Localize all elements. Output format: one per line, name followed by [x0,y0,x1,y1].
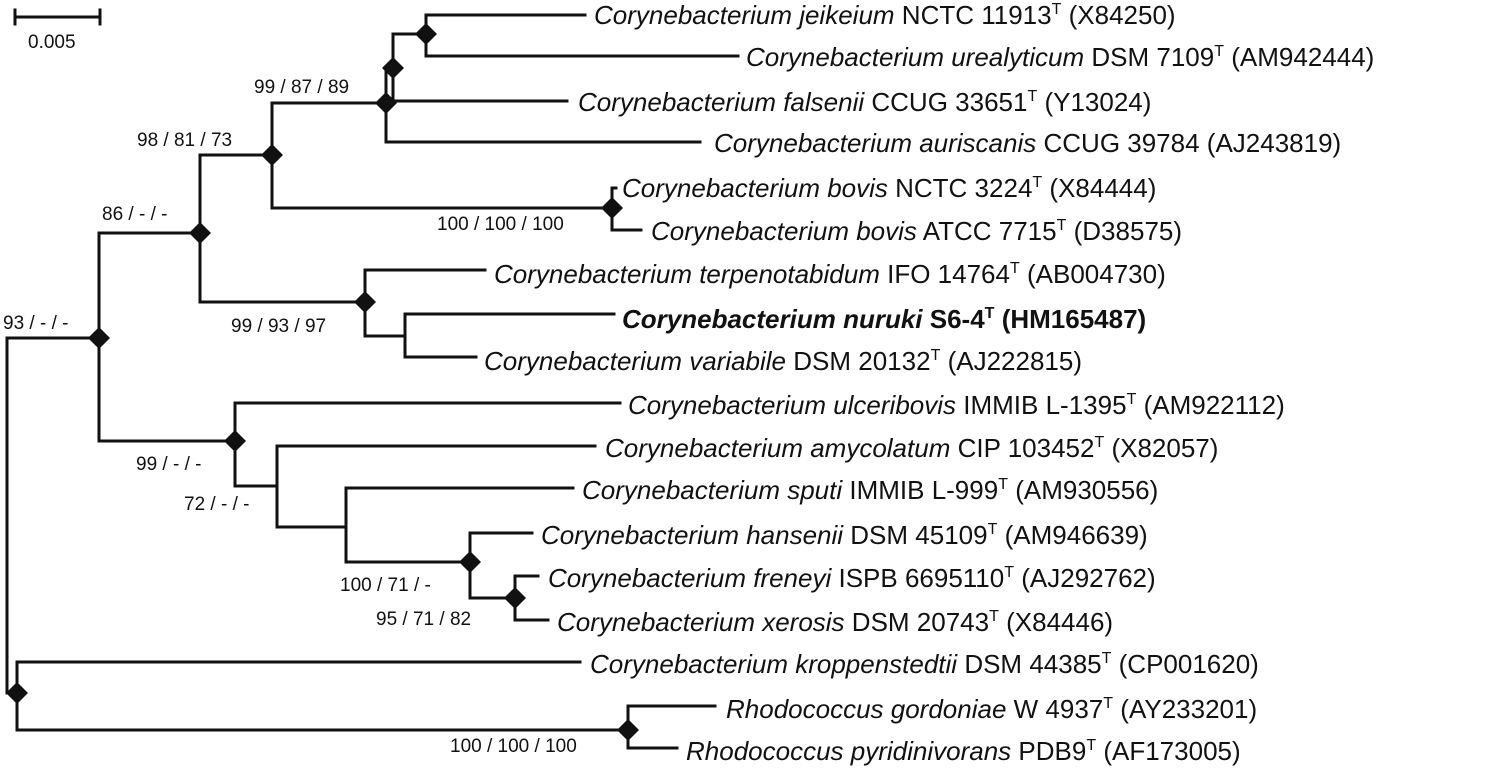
taxon-label: Corynebacterium xerosis DSM 20743T (X844… [557,607,1113,637]
tree-branches [5,13,740,750]
taxon-label: Corynebacterium jeikeium NCTC 11913T (X8… [594,0,1176,30]
taxon-label: Corynebacterium variabile DSM 20132T (AJ… [484,346,1082,376]
node-marker [189,222,211,244]
scale-bar: 0.005 [13,8,102,53]
taxon-label: Corynebacterium amycolatum CIP 103452T (… [605,433,1218,463]
node-marker [261,144,283,166]
taxon-label: Rhodococcus pyridinivorans PDB9T (AF1730… [686,736,1241,766]
support-label: 72 / - / - [184,494,249,515]
node-markers [6,23,639,741]
taxon-label-highlighted: Corynebacterium nuruki S6-4T (HM165487) [622,304,1146,334]
node-marker [415,23,437,45]
taxon-label: Corynebacterium bovis NCTC 3224T (X84444… [622,173,1156,203]
support-label: 100 / 100 / 100 [450,736,577,757]
node-marker [601,197,623,219]
taxon-label: Corynebacterium sputi IMMIB L-999T (AM93… [582,475,1158,505]
taxon-labels: Corynebacterium jeikeium NCTC 11913T (X8… [484,0,1374,766]
support-label: 95 / 71 / 82 [376,609,471,630]
taxon-label: Corynebacterium falsenii CCUG 33651T (Y1… [578,87,1151,117]
support-label: 93 / - / - [3,313,68,334]
taxon-label: Corynebacterium kroppenstedtii DSM 44385… [590,649,1259,679]
node-marker [88,327,110,349]
taxon-label: Corynebacterium auriscanis CCUG 39784 (A… [714,128,1341,158]
support-label: 99 / 93 / 97 [231,316,326,337]
node-marker [617,719,639,741]
taxon-label: Corynebacterium freneyi ISPB 6695110T (A… [548,563,1156,593]
node-marker [382,57,404,79]
node-marker [354,291,376,313]
support-label: 86 / - / - [102,204,167,225]
node-marker [504,587,526,609]
node-marker [6,682,28,704]
taxon-label: Corynebacterium hansenii DSM 45109T (AM9… [541,520,1148,550]
taxon-label: Corynebacterium terpenotabidum IFO 14764… [494,259,1166,289]
scale-bar-label: 0.005 [28,32,76,53]
support-label: 98 / 81 / 73 [137,130,232,151]
taxon-label: Corynebacterium bovis ATCC 7715T (D38575… [651,216,1182,246]
support-label: 99 / 87 / 89 [254,77,349,98]
taxon-label: Corynebacterium urealyticum DSM 7109T (A… [746,42,1374,72]
support-label: 100 / 71 / - [340,575,431,596]
node-marker [375,92,397,114]
support-label: 99 / - / - [136,454,201,475]
node-marker [459,551,481,573]
taxon-label: Corynebacterium ulceribovis IMMIB L-1395… [628,390,1285,420]
support-label: 100 / 100 / 100 [437,214,564,235]
support-labels: 99 / 87 / 89 98 / 81 / 73 100 / 100 / 10… [3,77,577,757]
node-marker [224,430,246,452]
taxon-label: Rhodococcus gordoniae W 4937T (AY233201) [726,694,1257,724]
